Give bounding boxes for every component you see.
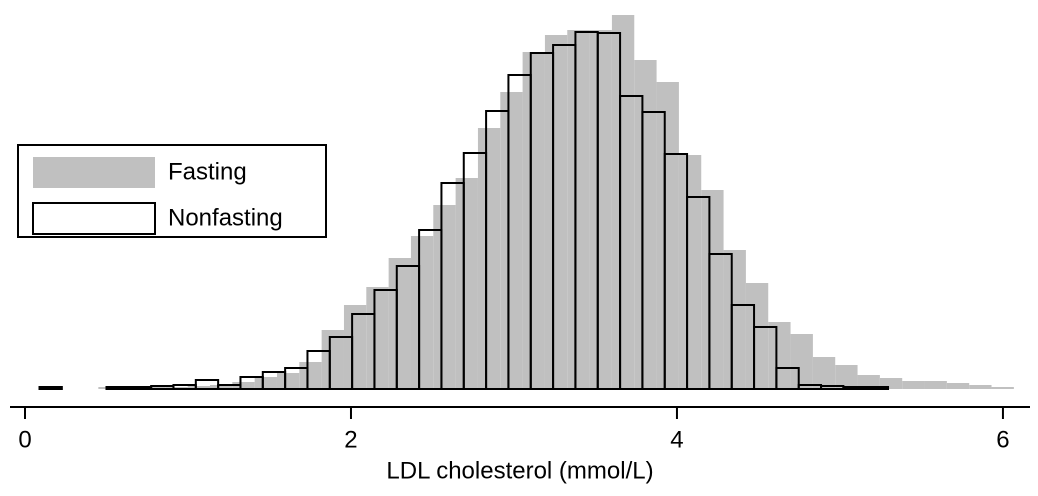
- x-axis-label: LDL cholesterol (mmol/L): [386, 457, 653, 484]
- bar: [864, 386, 890, 390]
- bar: [232, 382, 255, 389]
- legend-label: Nonfasting: [168, 204, 283, 231]
- bar: [500, 92, 523, 389]
- bar: [477, 128, 501, 389]
- bar: [678, 155, 702, 389]
- bar: [187, 386, 210, 389]
- bar: [567, 30, 590, 389]
- bar: [924, 381, 947, 389]
- bar: [611, 15, 635, 389]
- bars: [38, 15, 1014, 390]
- legend-label: Fasting: [168, 158, 247, 185]
- bar: [455, 178, 478, 389]
- bar: [388, 258, 411, 389]
- bar: [768, 322, 791, 389]
- bar: [902, 381, 925, 389]
- bar: [857, 375, 880, 389]
- bar: [299, 362, 322, 389]
- bar: [321, 330, 344, 389]
- bar: [790, 334, 813, 389]
- bar: [701, 190, 724, 389]
- bar: [723, 250, 746, 389]
- x-tick-label: 0: [18, 426, 31, 453]
- bar: [879, 378, 903, 389]
- bar: [835, 365, 858, 389]
- bar: [812, 357, 836, 389]
- legend-swatch: [33, 157, 155, 188]
- bar: [745, 283, 769, 389]
- x-tick-label: 6: [996, 426, 1009, 453]
- legend-swatch: [32, 202, 156, 235]
- bar: [589, 30, 612, 389]
- bar: [969, 385, 992, 389]
- bar: [522, 52, 545, 389]
- bar: [634, 60, 657, 389]
- bar: [753, 326, 778, 390]
- bar: [433, 205, 456, 389]
- bar: [991, 387, 1014, 389]
- bar: [127, 386, 153, 390]
- bar: [946, 383, 970, 389]
- bar: [276, 373, 300, 389]
- bar: [544, 35, 568, 389]
- bar: [366, 287, 389, 389]
- bar: [343, 305, 367, 389]
- bar: [775, 367, 800, 390]
- bar: [209, 385, 233, 389]
- bar: [656, 82, 679, 389]
- bar: [410, 236, 434, 389]
- legend: Fasting Nonfasting: [17, 144, 327, 238]
- x-tick-label: 4: [670, 426, 683, 453]
- bar: [254, 377, 277, 389]
- bar: [38, 386, 63, 390]
- bar: [842, 386, 867, 390]
- bar: [105, 386, 130, 390]
- x-tick-label: 2: [344, 426, 357, 453]
